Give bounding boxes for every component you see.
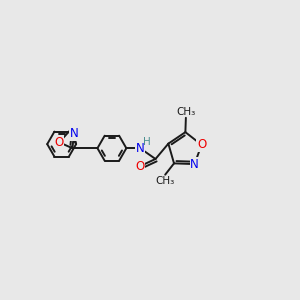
Text: H: H	[143, 137, 151, 147]
Text: CH₃: CH₃	[176, 107, 196, 117]
Text: O: O	[55, 136, 64, 149]
Text: N: N	[190, 158, 199, 171]
Text: N: N	[70, 127, 78, 140]
Text: CH₃: CH₃	[155, 176, 175, 186]
Text: N: N	[136, 142, 145, 155]
Text: O: O	[197, 138, 206, 151]
Text: O: O	[135, 160, 144, 173]
